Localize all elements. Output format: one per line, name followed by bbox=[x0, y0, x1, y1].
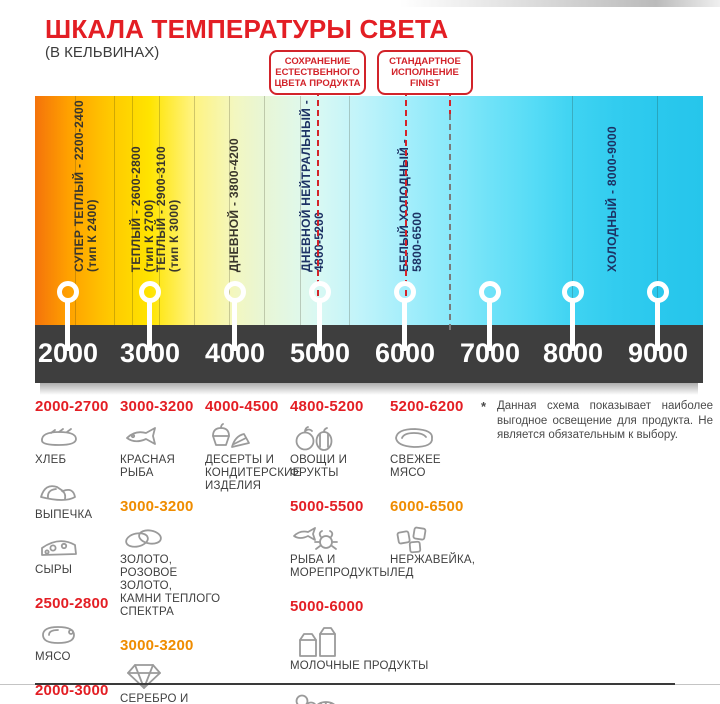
pin-stem bbox=[402, 300, 407, 351]
page-subtitle: (В КЕЛЬВИНАХ) bbox=[45, 44, 160, 61]
products-column-3: 4000-4500 ДЕСЕРТЫ И КОНДИТЕРСКИЕ ИЗДЕЛИЯ bbox=[205, 398, 305, 507]
product-label: СВЕЖЕЕ МЯСО bbox=[390, 454, 441, 479]
bread-icon bbox=[35, 420, 83, 454]
divider-line bbox=[159, 96, 160, 325]
range-heading: 2500-2800 bbox=[35, 595, 109, 612]
range-heading: 3000-3200 bbox=[120, 398, 194, 415]
range-heading: 6000-6500 bbox=[390, 498, 464, 515]
divider-line bbox=[194, 96, 195, 325]
products-column-1: 2000-2700 ХЛЕБ ВЫПЕЧКА СЫРЫ 2500-2800 МЯ… bbox=[35, 398, 119, 704]
pin-stem bbox=[65, 300, 70, 351]
leader-line-6500 bbox=[449, 114, 451, 332]
range-heading: 5000-6000 bbox=[290, 598, 364, 615]
cheese-icon bbox=[35, 530, 83, 564]
rings-icon bbox=[120, 520, 168, 554]
pin-marker bbox=[647, 281, 669, 303]
divider-line bbox=[657, 96, 658, 325]
range-heading: 3000-3200 bbox=[120, 637, 194, 654]
range-heading: 5000-5500 bbox=[290, 498, 364, 515]
pin-marker bbox=[562, 281, 584, 303]
pin-stem bbox=[570, 300, 575, 351]
footnote-asterisk: * bbox=[481, 399, 487, 414]
dessert-icon bbox=[205, 420, 253, 454]
axis-bar-shadow bbox=[40, 383, 698, 395]
callout-preserve-color: СОХРАНЕНИЕ ЕСТЕСТВЕННОГО ЦВЕТА ПРОДУКТА bbox=[269, 50, 366, 95]
product-label: ВЫПЕЧКА bbox=[35, 509, 93, 521]
products-column-5: 5200-6200 СВЕЖЕЕ МЯСО 6000-6500 НЕРЖАВЕЙ… bbox=[390, 398, 480, 594]
callout-standard-finist: СТАНДАРТНОЕ ИСПОЛНЕНИЕ FINIST bbox=[377, 50, 473, 95]
dairy-icon bbox=[290, 620, 338, 660]
range-heading: 4000-4500 bbox=[205, 398, 279, 415]
pin-stem bbox=[317, 300, 322, 351]
zone-label-daylight: ДНЕВНОЙ - 3800-4200 bbox=[227, 137, 241, 272]
pin-marker bbox=[139, 281, 161, 303]
top-shadow bbox=[400, 0, 720, 7]
pin-marker bbox=[479, 281, 501, 303]
product-label: РЫБА И МОРЕПРОДУКТЫ bbox=[290, 554, 390, 579]
range-heading: 2000-3000 bbox=[35, 682, 109, 699]
fruits-icon bbox=[290, 420, 338, 454]
seafood-icon bbox=[290, 520, 338, 554]
leader-line-6500-top bbox=[449, 90, 451, 114]
pin-stem bbox=[232, 300, 237, 351]
products-column-2: 3000-3200 КРАСНАЯ РЫБА 3000-3200 ЗОЛОТО,… bbox=[120, 398, 230, 704]
zone-label-warm-3000: ТЕПЛЫЙ - 2900-3100 (тип К 3000) bbox=[154, 145, 181, 272]
pin-marker bbox=[394, 281, 416, 303]
divider-line bbox=[300, 96, 301, 325]
divider-line bbox=[264, 96, 265, 325]
product-label: ХЛЕБ bbox=[35, 454, 67, 466]
footnote-text: Данная схема показывает наиболее выгодно… bbox=[497, 400, 713, 441]
pin-marker bbox=[224, 281, 246, 303]
pin-stem bbox=[487, 300, 492, 351]
divider-line bbox=[229, 96, 230, 325]
product-label: НЕРЖАВЕЙКА, ЛЕД bbox=[390, 554, 476, 579]
product-label: МОЛОЧНЫЕ ПРОДУКТЫ bbox=[290, 660, 429, 672]
product-label: ОВОЩИ И ФРУКТЫ bbox=[290, 454, 348, 479]
product-label: СЫРЫ bbox=[35, 564, 73, 576]
product-label: ЗОЛОТО, РОЗОВОЕ ЗОЛОТО, КАМНИ ТЕПЛОГО СП… bbox=[120, 554, 221, 618]
range-heading: 5200-6200 bbox=[390, 398, 464, 415]
range-heading: 2000-2700 bbox=[35, 398, 109, 415]
zone-label-cold: ХОЛОДНЫЙ - 8000-9000 bbox=[605, 126, 619, 272]
range-heading: 3000-3200 bbox=[120, 498, 194, 515]
ice-cubes-icon bbox=[390, 520, 438, 554]
divider-line bbox=[132, 96, 133, 325]
divider-line bbox=[114, 96, 115, 325]
divider-line bbox=[349, 96, 350, 325]
steak-icon bbox=[390, 420, 438, 454]
pastry-icon bbox=[35, 475, 83, 509]
zone-label-super-warm: СУПЕР ТЕПЛЫЙ - 2200-2400 (тип К 2400) bbox=[72, 100, 99, 272]
fish-icon bbox=[120, 420, 168, 454]
bottom-rule-dark bbox=[35, 683, 675, 685]
zone-label-warm-2700: ТЕПЛЫЙ - 2600-2800 (тип К 2700) bbox=[129, 145, 156, 272]
product-label: СЕРЕБРО И БРИЛЛИАНТЫ bbox=[120, 693, 189, 704]
kelvin-axis-bar bbox=[35, 325, 703, 383]
pin-stem bbox=[147, 300, 152, 351]
pin-marker bbox=[57, 281, 79, 303]
product-label: ДЕСЕРТЫ И КОНДИТЕРСКИЕ ИЗДЕЛИЯ bbox=[205, 454, 301, 492]
zone-label-daylight-neutral: ДНЕВНОЙ НЕЙТРАЛЬНЫЙ -4800-5200 bbox=[299, 100, 326, 272]
diamond-icon bbox=[120, 659, 168, 693]
frozen-food-icon bbox=[290, 687, 338, 704]
zone-label-white-cold: БЕЛЫЙ ХОЛОДНЫЙ -5800-6500 bbox=[397, 139, 424, 272]
meat-icon bbox=[35, 617, 83, 651]
product-label: КРАСНАЯ РЫБА bbox=[120, 454, 176, 479]
range-heading: 4800-5200 bbox=[290, 398, 364, 415]
leader-line-6000 bbox=[405, 90, 407, 351]
products-column-4: 4800-5200 ОВОЩИ И ФРУКТЫ 5000-5500 РЫБА … bbox=[290, 398, 429, 704]
pin-stem bbox=[655, 300, 660, 351]
divider-line bbox=[572, 96, 573, 325]
pin-marker bbox=[309, 281, 331, 303]
leader-line-5000 bbox=[317, 90, 319, 351]
page-title: ШКАЛА ТЕМПЕРАТУРЫ СВЕТА bbox=[45, 14, 449, 44]
divider-line bbox=[75, 96, 76, 325]
product-label: МЯСО bbox=[35, 651, 71, 663]
